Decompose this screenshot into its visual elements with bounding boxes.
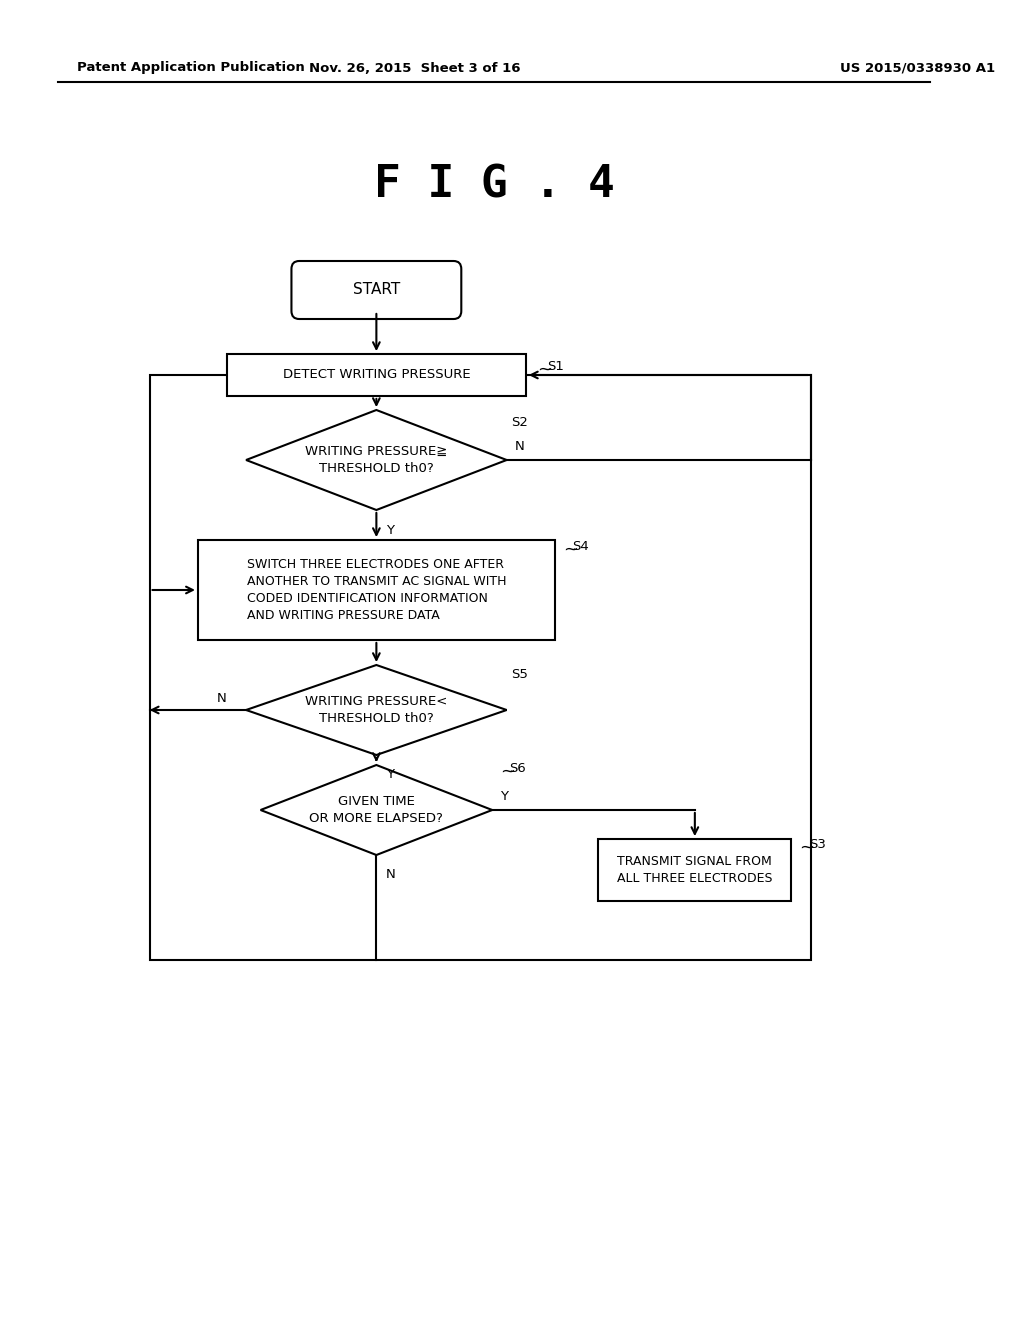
Text: Y: Y [386,768,394,781]
Text: S1: S1 [547,360,564,374]
Text: F I G . 4: F I G . 4 [374,164,614,206]
Text: Nov. 26, 2015  Sheet 3 of 16: Nov. 26, 2015 Sheet 3 of 16 [309,62,521,74]
FancyBboxPatch shape [292,261,461,319]
Text: DETECT WRITING PRESSURE: DETECT WRITING PRESSURE [283,368,470,381]
Bar [226,354,526,396]
Bar [198,540,555,640]
Polygon shape [260,766,493,855]
Polygon shape [246,665,507,755]
Text: ~: ~ [799,840,814,857]
Text: WRITING PRESSURE≧
THRESHOLD th0?: WRITING PRESSURE≧ THRESHOLD th0? [305,445,447,475]
Bar [150,375,811,960]
Text: Y: Y [386,524,394,536]
Polygon shape [246,411,507,510]
Text: ~: ~ [538,360,553,379]
Text: ~: ~ [562,541,578,558]
Text: S3: S3 [809,838,825,851]
Text: START: START [352,282,400,297]
Text: S5: S5 [511,668,528,681]
Text: S4: S4 [572,540,589,553]
Text: S6: S6 [510,763,526,776]
Text: S2: S2 [511,416,528,429]
Text: US 2015/0338930 A1: US 2015/0338930 A1 [840,62,994,74]
Text: SWITCH THREE ELECTRODES ONE AFTER
ANOTHER TO TRANSMIT AC SIGNAL WITH
CODED IDENT: SWITCH THREE ELECTRODES ONE AFTER ANOTHE… [247,558,506,622]
Text: Y: Y [500,789,508,803]
Text: Patent Application Publication: Patent Application Publication [77,62,305,74]
Text: N: N [386,869,395,882]
Text: GIVEN TIME
OR MORE ELAPSED?: GIVEN TIME OR MORE ELAPSED? [309,795,443,825]
Text: ~: ~ [500,763,515,781]
Bar [598,840,792,902]
Text: TRANSMIT SIGNAL FROM
ALL THREE ELECTRODES: TRANSMIT SIGNAL FROM ALL THREE ELECTRODE… [617,855,772,884]
Text: WRITING PRESSURE<
THRESHOLD th0?: WRITING PRESSURE< THRESHOLD th0? [305,696,447,725]
Text: N: N [514,440,524,453]
Text: N: N [217,692,227,705]
